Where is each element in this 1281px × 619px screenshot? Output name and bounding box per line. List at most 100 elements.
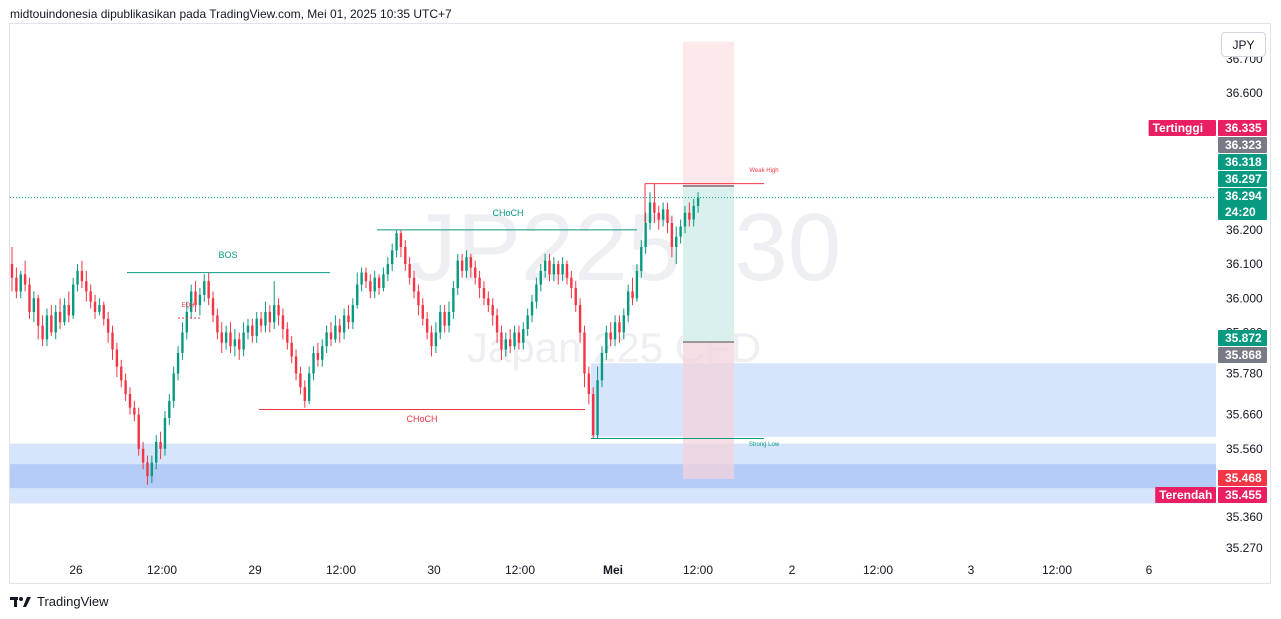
candle-body	[670, 223, 674, 247]
price-tag-bg	[1218, 487, 1267, 503]
currency-button[interactable]: JPY	[1221, 32, 1266, 57]
price-axis-label: 35.360	[1226, 510, 1263, 524]
candle-body	[98, 305, 101, 312]
candle-down	[50, 305, 53, 336]
price-tag: 36.323	[1218, 137, 1267, 153]
candle-down	[578, 298, 582, 343]
candle-body	[28, 284, 31, 312]
candle-body	[342, 315, 346, 333]
candle-body	[478, 277, 481, 288]
candle-down	[425, 311, 429, 340]
candle-body	[465, 257, 468, 271]
candle-down	[364, 267, 368, 288]
candle-down	[412, 270, 416, 299]
candle-body	[439, 311, 442, 333]
candle-down	[159, 431, 162, 460]
candle-body	[565, 264, 569, 278]
price-tags: 36.335 Tertinggi 36.323 36.318 36.297 36.294 2…	[1148, 120, 1267, 503]
time-axis-label: 29	[248, 563, 262, 577]
candle-body	[504, 339, 508, 350]
candle-down	[277, 298, 280, 326]
price-axis-label: 36.100	[1226, 257, 1263, 271]
strong-low-label: Strong Low	[749, 442, 780, 448]
price-tag: 35.868	[1218, 347, 1267, 363]
candle-body	[508, 339, 512, 347]
candle-down	[417, 284, 420, 316]
candle-down	[281, 308, 285, 340]
candle-body	[233, 339, 237, 347]
time-axis-label: 12:00	[147, 563, 177, 577]
candle-body	[303, 387, 306, 401]
candle-down	[404, 240, 407, 271]
candle-down	[557, 260, 560, 285]
candle-down	[377, 274, 381, 295]
candle-body	[255, 318, 258, 336]
position-tool	[683, 41, 734, 479]
price-tag-bg	[1218, 120, 1267, 136]
candle-body	[613, 322, 617, 340]
candle-up	[504, 332, 508, 357]
price-tag: 36.335 Tertinggi	[1148, 120, 1267, 136]
candle-body	[495, 315, 499, 333]
candle-up	[622, 308, 625, 340]
candle-up	[71, 277, 75, 319]
candle-body	[76, 270, 79, 285]
candle-body	[482, 288, 486, 299]
candle-up	[45, 308, 49, 347]
candle-up	[155, 435, 158, 470]
candle-body	[487, 298, 490, 306]
time-axis-label: 30	[427, 563, 441, 577]
candle-up	[635, 264, 639, 302]
candle-down	[329, 322, 333, 347]
price-tag-bg	[1218, 347, 1267, 363]
time-axis-label: 12:00	[683, 563, 713, 577]
time-axis-label: 3	[968, 563, 975, 577]
price-tag-value: 35.872	[1225, 331, 1262, 345]
candle-down	[294, 349, 298, 381]
candle-down	[28, 277, 31, 319]
candle-up	[675, 226, 678, 265]
candle-body	[417, 291, 420, 306]
candle-body	[32, 298, 36, 312]
time-axis-label: 12:00	[863, 563, 893, 577]
candle-body	[390, 250, 394, 265]
candle-body	[377, 277, 381, 288]
candle-body	[644, 223, 647, 247]
candle-down	[408, 257, 411, 285]
candle-up	[613, 315, 617, 347]
candle-down	[482, 281, 486, 306]
candle-down	[583, 325, 586, 388]
candle-body	[273, 305, 276, 323]
price-tag-value: 36.297	[1225, 172, 1262, 186]
candle-up	[543, 253, 547, 278]
price-axis-label: 35.560	[1226, 442, 1263, 456]
candle-down	[670, 216, 674, 258]
price-tag: 35.455 Terendah	[1155, 487, 1267, 503]
candle-body	[316, 353, 320, 360]
candle-body	[347, 315, 350, 323]
candle-body	[207, 281, 210, 299]
candle-body	[386, 264, 390, 275]
candle-body	[688, 212, 691, 220]
tradingview-logo-icon[interactable]	[10, 596, 32, 608]
candle-up	[189, 284, 193, 319]
candle-body	[141, 448, 145, 463]
candle-up	[696, 192, 700, 213]
candle-up	[54, 305, 57, 340]
candle-up	[246, 318, 250, 340]
candle-body	[80, 270, 84, 282]
candle-body	[163, 418, 167, 449]
candle-down	[133, 400, 136, 422]
price-axis-label: 35.660	[1226, 408, 1263, 422]
candle-body	[325, 332, 328, 347]
candle-body	[364, 272, 368, 282]
position-stop-area	[683, 342, 734, 479]
candle-down	[238, 332, 241, 360]
candle-down	[430, 325, 433, 357]
candle-body	[443, 311, 446, 326]
price-tag-value: 35.455	[1225, 488, 1262, 502]
price-tag: 35.468	[1218, 470, 1267, 486]
candle-body	[120, 366, 123, 381]
candle-body	[268, 311, 272, 323]
